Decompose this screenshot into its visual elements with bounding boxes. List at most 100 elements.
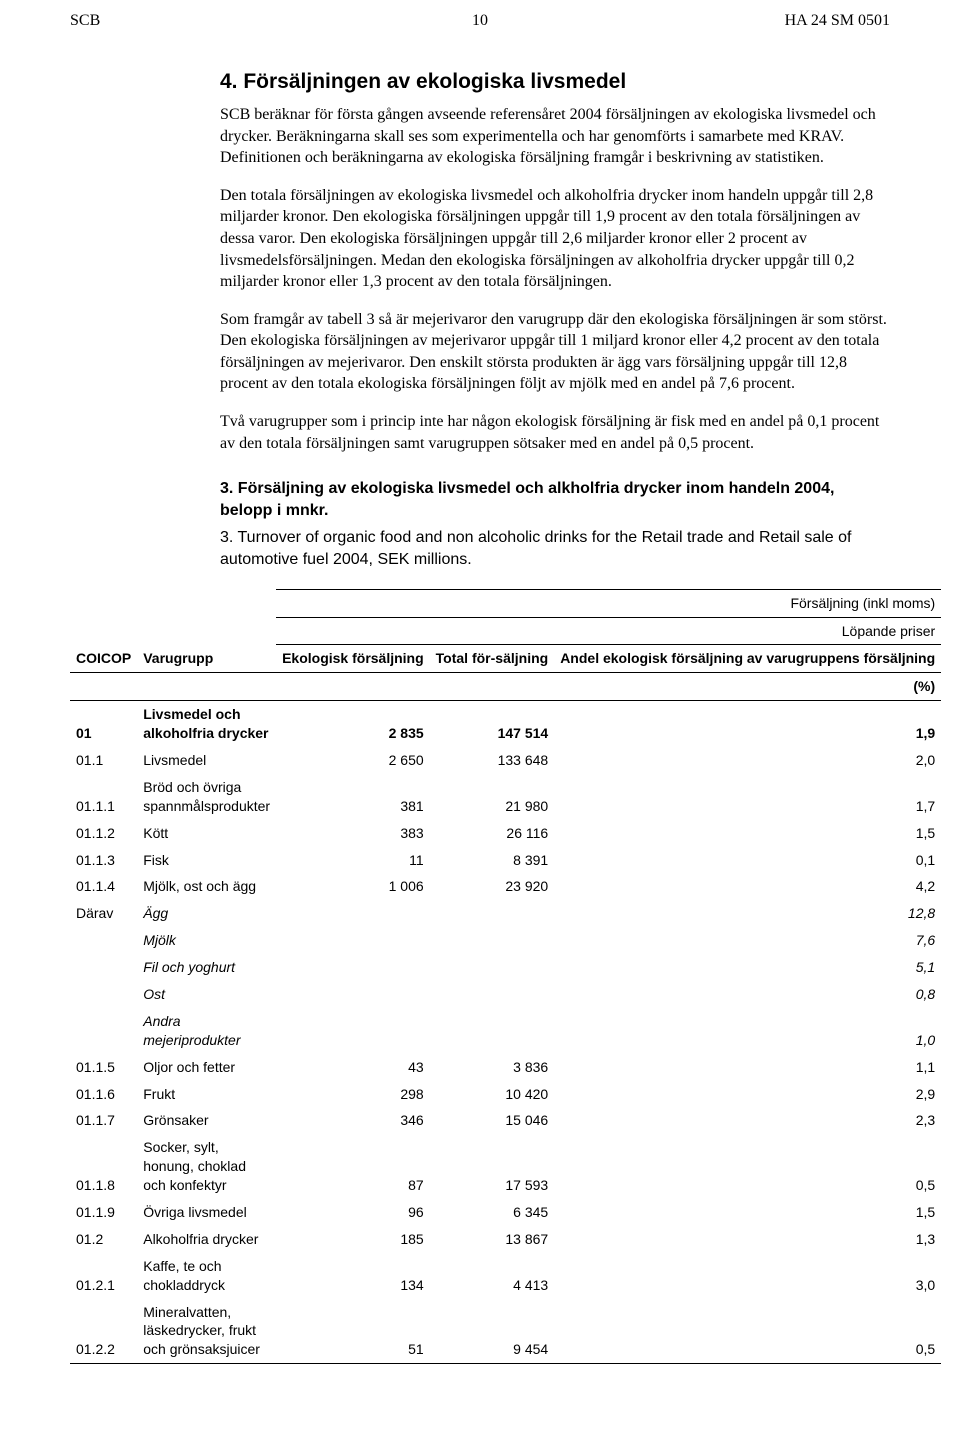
cell-eco: 2 835 — [276, 701, 430, 747]
cell-share: 4,2 — [554, 873, 941, 900]
col-group: Varugrupp — [137, 645, 276, 673]
cell-eco: 87 — [276, 1134, 430, 1199]
cell-coicop: 01.1.4 — [70, 873, 137, 900]
cell-coicop — [70, 927, 137, 954]
table-row: 01.1.8Socker, sylt, honung, choklad och … — [70, 1134, 941, 1199]
cell-total: 26 116 — [430, 820, 555, 847]
cell-eco: 381 — [276, 774, 430, 820]
cell-coicop: 01.2.2 — [70, 1299, 137, 1364]
cell-group: Grönsaker — [137, 1107, 276, 1134]
table-row: 01.1.3Fisk118 3910,1 — [70, 847, 941, 874]
cell-eco — [276, 981, 430, 1008]
cell-group: Fisk — [137, 847, 276, 874]
cell-total: 6 345 — [430, 1199, 555, 1226]
cell-share: 3,0 — [554, 1253, 941, 1299]
cell-share: 0,1 — [554, 847, 941, 874]
cell-group: Mjölk — [137, 927, 276, 954]
cell-total — [430, 1008, 555, 1054]
cell-eco: 51 — [276, 1299, 430, 1364]
cell-eco: 96 — [276, 1199, 430, 1226]
cell-coicop: 01.2 — [70, 1226, 137, 1253]
cell-total — [430, 981, 555, 1008]
cell-coicop: 01.1.3 — [70, 847, 137, 874]
data-table: Försäljning (inkl moms) Löpande priser C… — [70, 589, 941, 1365]
cell-eco: 11 — [276, 847, 430, 874]
cell-group: Ost — [137, 981, 276, 1008]
cell-group: Fil och yoghurt — [137, 954, 276, 981]
cell-share: 2,3 — [554, 1107, 941, 1134]
table-row: 01Livsmedel och alkoholfria drycker2 835… — [70, 701, 941, 747]
table-row: Andra mejeriprodukter1,0 — [70, 1008, 941, 1054]
cell-coicop — [70, 954, 137, 981]
cell-total: 4 413 — [430, 1253, 555, 1299]
table-row: 01.1.9Övriga livsmedel966 3451,5 — [70, 1199, 941, 1226]
cell-total: 13 867 — [430, 1226, 555, 1253]
cell-group: Alkoholfria drycker — [137, 1226, 276, 1253]
cell-share: 2,0 — [554, 747, 941, 774]
cell-total — [430, 927, 555, 954]
cell-share: 1,5 — [554, 820, 941, 847]
cell-coicop — [70, 1008, 137, 1054]
cell-total: 17 593 — [430, 1134, 555, 1199]
paragraph: Den totala försäljningen av ekologiska l… — [220, 185, 890, 293]
cell-group: Livsmedel — [137, 747, 276, 774]
table-row: 01.2Alkoholfria drycker18513 8671,3 — [70, 1226, 941, 1253]
cell-coicop: Därav — [70, 900, 137, 927]
table-row: 01.1.5Oljor och fetter433 8361,1 — [70, 1054, 941, 1081]
table-top-header: Försäljning (inkl moms) — [276, 589, 941, 617]
cell-coicop: 01.1.6 — [70, 1081, 137, 1108]
cell-group: Övriga livsmedel — [137, 1199, 276, 1226]
paragraph: Två varugrupper som i princip inte har n… — [220, 411, 890, 454]
cell-coicop: 01.1.7 — [70, 1107, 137, 1134]
cell-group: Oljor och fetter — [137, 1054, 276, 1081]
header-center: 10 — [343, 10, 616, 32]
cell-eco: 185 — [276, 1226, 430, 1253]
header-right: HA 24 SM 0501 — [617, 10, 890, 32]
cell-share: 1,3 — [554, 1226, 941, 1253]
col-coicop: COICOP — [70, 645, 137, 673]
cell-total — [430, 954, 555, 981]
cell-total: 9 454 — [430, 1299, 555, 1364]
cell-coicop — [70, 981, 137, 1008]
cell-coicop: 01.1 — [70, 747, 137, 774]
cell-total: 21 980 — [430, 774, 555, 820]
cell-group: Socker, sylt, honung, choklad och konfek… — [137, 1134, 276, 1199]
table-row: Fil och yoghurt 5,1 — [70, 954, 941, 981]
cell-group: Mineralvatten, läskedrycker, frukt och g… — [137, 1299, 276, 1364]
cell-total: 3 836 — [430, 1054, 555, 1081]
cell-group: Bröd och övriga spannmålsprodukter — [137, 774, 276, 820]
cell-total: 133 648 — [430, 747, 555, 774]
paragraph: Som framgår av tabell 3 så är mejerivaro… — [220, 309, 890, 395]
cell-total: 10 420 — [430, 1081, 555, 1108]
table-row: 01.2.1Kaffe, te och chokladdryck1344 413… — [70, 1253, 941, 1299]
table-row: 01.1.4Mjölk, ost och ägg1 00623 9204,2 — [70, 873, 941, 900]
cell-coicop: 01.1.2 — [70, 820, 137, 847]
cell-group: Kaffe, te och chokladdryck — [137, 1253, 276, 1299]
cell-share: 5,1 — [554, 954, 941, 981]
cell-share: 1,1 — [554, 1054, 941, 1081]
cell-group: Ägg — [137, 900, 276, 927]
cell-eco: 346 — [276, 1107, 430, 1134]
table-row: 01.1Livsmedel2 650133 6482,0 — [70, 747, 941, 774]
col-share: Andel ekologisk försäljning av varugrupp… — [554, 645, 941, 673]
col-total: Total för-säljning — [430, 645, 555, 673]
table-row: 01.2.2Mineralvatten, läskedrycker, frukt… — [70, 1299, 941, 1364]
table-row: Ost0,8 — [70, 981, 941, 1008]
cell-share: 1,0 — [554, 1008, 941, 1054]
cell-total: 147 514 — [430, 701, 555, 747]
cell-share: 0,5 — [554, 1134, 941, 1199]
cell-eco: 2 650 — [276, 747, 430, 774]
cell-share: 12,8 — [554, 900, 941, 927]
cell-coicop: 01.1.9 — [70, 1199, 137, 1226]
cell-share: 7,6 — [554, 927, 941, 954]
table-row: 01.1.1Bröd och övriga spannmålsprodukter… — [70, 774, 941, 820]
paragraph: SCB beräknar för första gången avseende … — [220, 104, 890, 169]
cell-eco — [276, 954, 430, 981]
cell-group: Kött — [137, 820, 276, 847]
cell-eco — [276, 900, 430, 927]
cell-group: Livsmedel och alkoholfria drycker — [137, 701, 276, 747]
cell-share: 1,7 — [554, 774, 941, 820]
col-pct: (%) — [554, 673, 941, 701]
cell-share: 2,9 — [554, 1081, 941, 1108]
cell-group: Frukt — [137, 1081, 276, 1108]
